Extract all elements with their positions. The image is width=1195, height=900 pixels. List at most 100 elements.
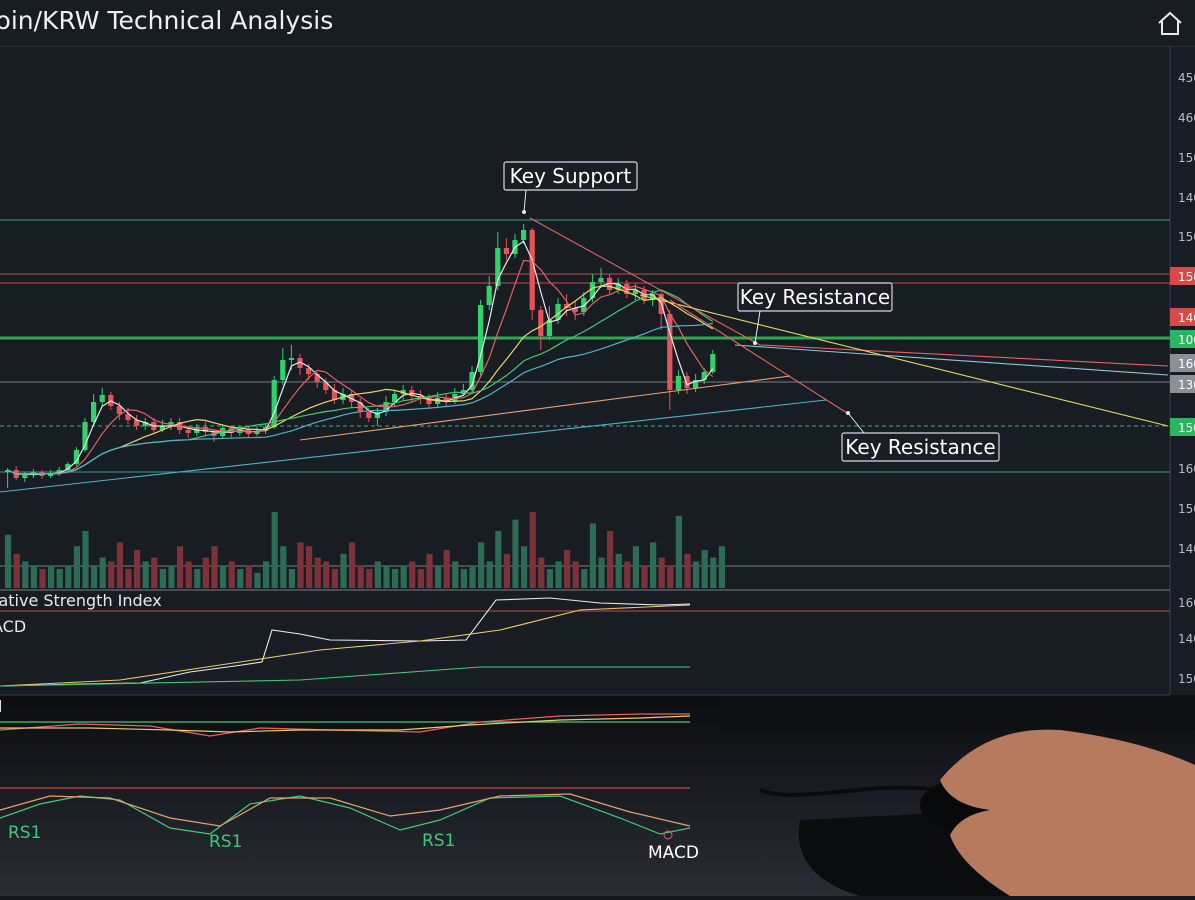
volume-bar: [512, 519, 519, 588]
rsi-label: RS1: [209, 832, 242, 852]
volume-bar: [185, 561, 192, 588]
volume-bar: [306, 546, 313, 588]
candle-body: [349, 394, 355, 402]
price-tag: [1170, 375, 1195, 393]
macd-slow-line: [0, 715, 691, 733]
page-title: tcoin/KRW Technical Analysis: [0, 6, 334, 35]
ma-red: [7, 259, 714, 475]
volume-bar: [538, 557, 545, 588]
volume-bar: [452, 561, 459, 588]
trend-line: [529, 217, 1169, 367]
macd-fast-line: [0, 713, 690, 737]
price-tag: [1170, 308, 1195, 326]
ma-yellow: [7, 285, 714, 475]
hand: [940, 729, 1195, 896]
candle-body: [632, 290, 638, 294]
volume-bar: [718, 546, 725, 588]
price-tag: [1170, 354, 1195, 372]
home-button[interactable]: [1155, 8, 1185, 38]
candle-body: [598, 278, 604, 282]
volume-bar: [73, 546, 80, 588]
volume-bar: [469, 565, 476, 588]
rsi-oscillator-line: [0, 795, 691, 835]
volume-bar: [340, 553, 347, 588]
volume-bar: [572, 561, 579, 588]
candle-body: [159, 426, 165, 430]
volume-bars: [5, 512, 725, 588]
volume-bar: [529, 512, 536, 588]
volume-bar: [710, 557, 717, 588]
price-tag: [1170, 418, 1195, 436]
annotation-callout: Key Resistance: [841, 411, 1000, 462]
volume-bar: [297, 542, 304, 588]
volume-bar: [409, 561, 416, 588]
candle-body: [202, 427, 208, 432]
volume-bar: [460, 569, 467, 588]
rsi-oscillator-signal: [0, 793, 691, 827]
candle-body: [271, 380, 277, 427]
volume-bar: [357, 565, 364, 588]
volume-bar: [693, 561, 700, 588]
candle-body: [693, 380, 699, 388]
candle-body: [125, 414, 131, 420]
title-bar: tcoin/KRW Technical Analysis: [0, 0, 1195, 47]
candle-body: [615, 284, 621, 290]
candle-body: [564, 304, 570, 308]
volume-bar: [220, 565, 227, 588]
rsi-label: RS1: [422, 831, 455, 851]
candle-body: [675, 376, 681, 390]
candle-body: [581, 298, 587, 312]
candle-body: [701, 372, 707, 380]
candle-body: [538, 310, 544, 336]
price-tag: [1170, 330, 1195, 348]
price-tick-label: 150: [1178, 502, 1195, 516]
candle-body: [331, 390, 337, 400]
volume-bar: [13, 553, 20, 588]
candle-body: [5, 470, 11, 472]
candle-body: [306, 368, 312, 374]
price-tag-label: 160: [1178, 357, 1195, 371]
oscillator-panel: l RS1 RS1 RS1 MACD: [0, 700, 699, 863]
volume-bar: [366, 569, 373, 588]
volume-bar: [245, 565, 252, 588]
level-lines: [0, 219, 1170, 612]
moving-averages: [0, 217, 1169, 687]
volume-bar: [684, 553, 691, 588]
volume-bar: [125, 569, 132, 588]
annotations: Key Support Key Resistance Key Resistance: [503, 161, 1000, 462]
rsi-baseline: [0, 666, 690, 687]
trend-line: [0, 399, 827, 493]
monitor-stand: [720, 695, 1195, 730]
annotation-pointer: [846, 411, 850, 415]
candle-body: [22, 474, 28, 478]
volume-bar: [56, 569, 63, 588]
volume-bar: [91, 565, 98, 588]
volume-bar: [392, 569, 399, 588]
candle-body: [529, 230, 535, 310]
volume-bar: [99, 557, 106, 588]
candle-body: [297, 358, 303, 368]
volume-bar: [383, 565, 390, 588]
macd-label: MACD: [648, 843, 699, 863]
candle-body: [650, 294, 656, 300]
candle-body: [366, 412, 372, 418]
candle-body: [82, 422, 88, 450]
volume-bar: [658, 557, 665, 588]
volume-bar: [564, 550, 571, 588]
price-tick-label: 150: [1178, 230, 1195, 244]
volume-bar: [495, 531, 502, 588]
annotation-arrow: [847, 412, 865, 434]
volume-bar: [701, 550, 708, 588]
annotation-pointer: [522, 210, 526, 214]
volume-bar: [116, 542, 123, 588]
price-tag-label: 140: [1178, 311, 1195, 325]
candle-body: [314, 374, 320, 382]
candle-body: [142, 422, 148, 426]
volume-bar: [641, 565, 648, 588]
annotation-box: [841, 432, 1000, 462]
price-tag-label: 130: [1178, 378, 1195, 392]
price-tick-label: 160: [1178, 462, 1195, 476]
volume-bar: [151, 557, 158, 588]
desk-background: [0, 695, 1195, 896]
price-tick-label: 150: [1178, 151, 1195, 165]
